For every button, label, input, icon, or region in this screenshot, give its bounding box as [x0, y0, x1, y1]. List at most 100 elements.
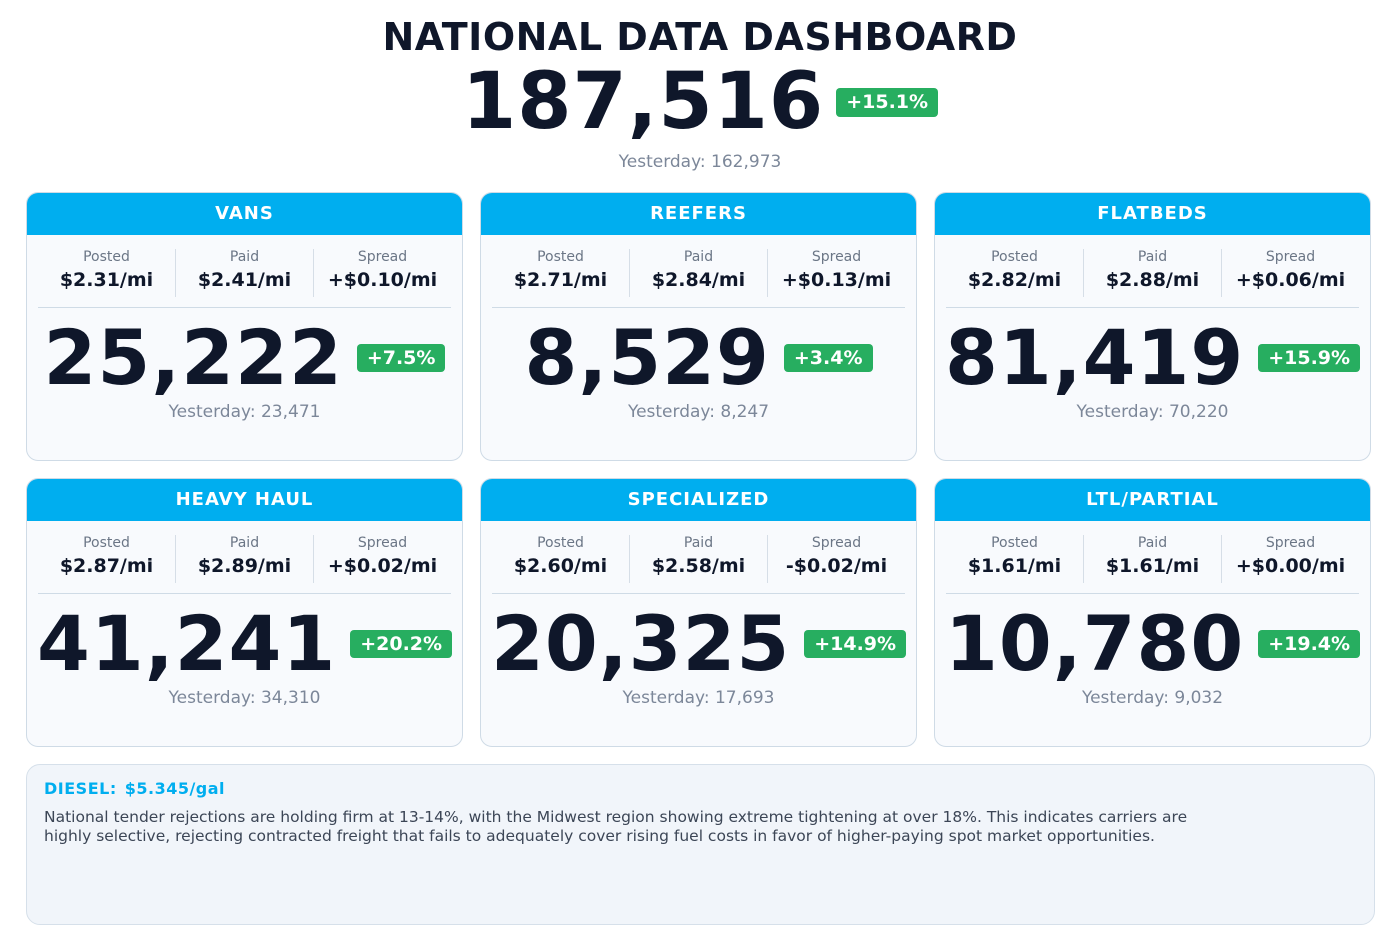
- rate-value: $2.31/mi: [59, 269, 154, 291]
- diesel-value: $5.345/gal: [124, 779, 226, 798]
- change-badge: +14.9%: [804, 630, 907, 658]
- rate-paid: Paid $2.89/mi: [176, 535, 314, 583]
- card-flatbeds: FLATBEDS Posted $2.82/mi Paid $2.88/mi Spr…: [934, 192, 1371, 461]
- rate-label: Posted: [991, 535, 1038, 551]
- rate-label: Spread: [357, 535, 408, 551]
- rate-spread: Spread -$0.02/mi: [768, 535, 905, 583]
- rate-value: +$0.10/mi: [327, 269, 438, 291]
- yesterday-count: Yesterday: 34,310: [168, 688, 321, 708]
- rate-spread: Spread +$0.13/mi: [768, 249, 905, 297]
- rate-label: Spread: [811, 535, 862, 551]
- card-vans: VANS Posted $2.31/mi Paid $2.41/mi Spread +…: [26, 192, 463, 461]
- load-count: 81,419: [944, 313, 1245, 402]
- rate-value: $1.61/mi: [967, 555, 1062, 577]
- rate-label: Posted: [83, 535, 130, 551]
- rate-spread: Spread +$0.10/mi: [314, 249, 451, 297]
- card-title: SPECIALIZED: [481, 479, 916, 521]
- load-count: 41,241: [36, 599, 337, 688]
- total-yesterday: Yesterday: 162,973: [618, 152, 782, 172]
- market-commentary: National tender rejections are holding f…: [44, 808, 1188, 845]
- rate-row: Posted $1.61/mi Paid $1.61/mi Spread +$0.00…: [946, 535, 1359, 594]
- page-title: NATIONAL DATA DASHBOARD: [382, 15, 1018, 59]
- change-badge: +19.4%: [1258, 630, 1361, 658]
- total-summary: 187,516 +15.1%: [0, 58, 1400, 146]
- rate-label: Paid: [683, 535, 714, 551]
- rate-value: $2.71/mi: [513, 269, 608, 291]
- rate-label: Paid: [229, 249, 260, 265]
- rate-row: Posted $2.31/mi Paid $2.41/mi Spread +$0.10…: [38, 249, 451, 308]
- rate-value: $2.84/mi: [651, 269, 746, 291]
- card-title: HEAVY HAUL: [27, 479, 462, 521]
- total-loads-value: 187,516: [461, 57, 825, 147]
- rate-label: Spread: [1265, 535, 1316, 551]
- rate-label: Posted: [537, 249, 584, 265]
- rate-posted: Posted $2.71/mi: [492, 249, 630, 297]
- rate-label: Paid: [1137, 535, 1168, 551]
- yesterday-count: Yesterday: 8,247: [627, 402, 770, 422]
- total-change-badge: +15.1%: [836, 87, 939, 117]
- rate-spread: Spread +$0.06/mi: [1222, 249, 1359, 297]
- rate-value: $2.88/mi: [1105, 269, 1200, 291]
- rate-label: Paid: [683, 249, 714, 265]
- rate-posted: Posted $2.31/mi: [38, 249, 176, 297]
- rate-posted: Posted $2.60/mi: [492, 535, 630, 583]
- rate-label: Paid: [229, 535, 260, 551]
- card-title: FLATBEDS: [935, 193, 1370, 235]
- market-notes-panel: DIESEL: $5.345/gal National tender reject…: [26, 764, 1375, 925]
- card-main: 25,222 +7.5%: [27, 320, 462, 396]
- rate-spread: Spread +$0.00/mi: [1222, 535, 1359, 583]
- card-heavy-haul: HEAVY HAUL Posted $2.87/mi Paid $2.89/mi S…: [26, 478, 463, 747]
- rate-value: +$0.00/mi: [1235, 555, 1346, 577]
- rate-value: +$0.06/mi: [1235, 269, 1346, 291]
- change-badge: +20.2%: [350, 630, 453, 658]
- yesterday-count: Yesterday: 23,471: [168, 402, 321, 422]
- rate-paid: Paid $2.58/mi: [630, 535, 768, 583]
- card-ltl-partial: LTL/PARTIAL Posted $1.61/mi Paid $1.61/mi …: [934, 478, 1371, 747]
- load-count: 10,780: [944, 599, 1245, 688]
- card-main: 20,325 +14.9%: [481, 606, 916, 682]
- rate-value: $2.82/mi: [967, 269, 1062, 291]
- rate-value: $2.87/mi: [59, 555, 154, 577]
- rate-label: Posted: [537, 535, 584, 551]
- rate-row: Posted $2.60/mi Paid $2.58/mi Spread -$0.02…: [492, 535, 905, 594]
- load-count: 20,325: [490, 599, 791, 688]
- rate-posted: Posted $1.61/mi: [946, 535, 1084, 583]
- rate-value: $1.61/mi: [1105, 555, 1200, 577]
- card-title: LTL/PARTIAL: [935, 479, 1370, 521]
- yesterday-count: Yesterday: 17,693: [622, 688, 775, 708]
- rate-row: Posted $2.87/mi Paid $2.89/mi Spread +$0.02…: [38, 535, 451, 594]
- dashboard-header: NATIONAL DATA DASHBOARD 187,516 +15.1% Y…: [0, 14, 1400, 172]
- rate-paid: Paid $2.41/mi: [176, 249, 314, 297]
- rate-value: +$0.02/mi: [327, 555, 438, 577]
- diesel-price: DIESEL: $5.345/gal: [44, 779, 1357, 798]
- rate-label: Paid: [1137, 249, 1168, 265]
- yesterday-count: Yesterday: 70,220: [1076, 402, 1229, 422]
- card-main: 41,241 +20.2%: [27, 606, 462, 682]
- card-specialized: SPECIALIZED Posted $2.60/mi Paid $2.58/mi …: [480, 478, 917, 747]
- card-title: VANS: [27, 193, 462, 235]
- rate-label: Spread: [811, 249, 862, 265]
- rate-posted: Posted $2.87/mi: [38, 535, 176, 583]
- rate-label: Posted: [83, 249, 130, 265]
- card-main: 8,529 +3.4%: [481, 320, 916, 396]
- rate-label: Posted: [991, 249, 1038, 265]
- card-title: REEFERS: [481, 193, 916, 235]
- load-count: 8,529: [524, 313, 770, 402]
- rate-label: Spread: [1265, 249, 1316, 265]
- rate-value: -$0.02/mi: [785, 555, 888, 577]
- rate-row: Posted $2.71/mi Paid $2.84/mi Spread +$0.13…: [492, 249, 905, 308]
- rate-paid: Paid $1.61/mi: [1084, 535, 1222, 583]
- rate-value: +$0.13/mi: [781, 269, 892, 291]
- change-badge: +3.4%: [783, 344, 873, 372]
- change-badge: +15.9%: [1258, 344, 1361, 372]
- rate-label: Spread: [357, 249, 408, 265]
- rate-spread: Spread +$0.02/mi: [314, 535, 451, 583]
- rate-value: $2.60/mi: [513, 555, 608, 577]
- rate-value: $2.41/mi: [197, 269, 292, 291]
- rate-value: $2.89/mi: [197, 555, 292, 577]
- rate-row: Posted $2.82/mi Paid $2.88/mi Spread +$0.06…: [946, 249, 1359, 308]
- card-reefers: REEFERS Posted $2.71/mi Paid $2.84/mi Spre…: [480, 192, 917, 461]
- yesterday-count: Yesterday: 9,032: [1081, 688, 1224, 708]
- rate-posted: Posted $2.82/mi: [946, 249, 1084, 297]
- card-main: 10,780 +19.4%: [935, 606, 1370, 682]
